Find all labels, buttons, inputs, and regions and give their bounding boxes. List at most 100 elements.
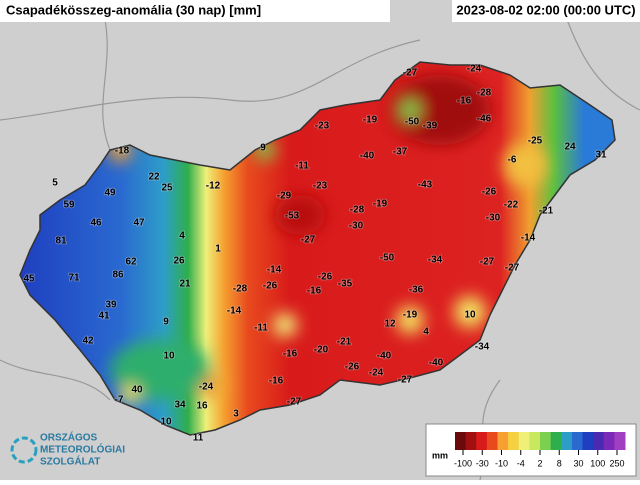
legend: mm -100 -30 -10 -4 2 8 30 100 250 (425, 423, 637, 477)
station-value: -16 (283, 349, 298, 360)
legend-swatch (508, 432, 520, 450)
station-value: -14 (227, 306, 242, 317)
station-value: 45 (23, 274, 35, 285)
station-value: -39 (423, 121, 438, 132)
station-value: -19 (373, 199, 388, 210)
station-value: -20 (314, 345, 329, 356)
station-value: -24 (369, 368, 384, 379)
legend-swatch (540, 432, 552, 450)
logo-line: SZOLGÁLAT (40, 455, 100, 468)
legend-tick-label: -100 (454, 458, 472, 468)
station-value: 47 (133, 218, 145, 229)
legend-unit: mm (432, 450, 448, 460)
station-value: -40 (377, 351, 392, 362)
title: Csapadékösszeg-anomália (30 nap) [mm] (6, 2, 261, 17)
legend-tick-label: 250 (609, 458, 624, 468)
station-value: -26 (318, 272, 333, 283)
legend-tick-label: 30 (573, 458, 583, 468)
station-value: -12 (206, 181, 221, 192)
station-value: -24 (199, 382, 214, 393)
logo: ORSZÁGOS METEOROLÓGIAI SZOLGÁLAT (10, 431, 125, 468)
station-value: 10 (163, 351, 175, 362)
station-value: -22 (504, 200, 519, 211)
station-value: -7 (115, 395, 124, 406)
title-box (0, 0, 390, 22)
station-value: -16 (269, 376, 284, 387)
legend-swatch (455, 432, 467, 450)
station-value: -26 (345, 362, 360, 373)
legend-swatch (465, 432, 477, 450)
station-value: -23 (313, 181, 328, 192)
station-value: -27 (480, 257, 495, 268)
station-value: -16 (307, 286, 322, 297)
legend-swatch (561, 432, 573, 450)
station-value: 25 (161, 183, 173, 194)
station-value: 86 (112, 270, 124, 281)
station-value: -21 (539, 206, 554, 217)
station-value: -11 (295, 161, 309, 172)
legend-tick-label: -30 (476, 458, 489, 468)
station-value: 12 (384, 319, 396, 330)
station-value: 26 (173, 256, 185, 267)
station-value: 4 (423, 327, 429, 338)
logo-line: METEOROLÓGIAI (40, 443, 125, 456)
station-value: -19 (403, 310, 418, 321)
station-value: -18 (115, 146, 130, 157)
legend-swatch (614, 432, 626, 450)
station-value: 71 (68, 273, 80, 284)
logo-line: ORSZÁGOS (40, 431, 98, 444)
station-value: 39 (105, 300, 117, 311)
legend-swatch (486, 432, 498, 450)
station-value: 16 (196, 401, 208, 412)
station-value: 46 (90, 218, 102, 229)
station-value: -34 (475, 342, 490, 353)
station-value: 22 (148, 172, 160, 183)
station-value: 21 (179, 279, 191, 290)
station-value: -26 (482, 187, 497, 198)
station-value: 10 (160, 417, 172, 428)
station-value: -27 (505, 263, 520, 274)
legend-swatch (582, 432, 594, 450)
station-value: -19 (363, 115, 378, 126)
station-value: -30 (486, 213, 501, 224)
legend-swatch (497, 432, 509, 450)
station-value: -25 (528, 136, 543, 147)
station-labels: -27 -24-16-28-19 -50 -39-46-23-18 9 -37-40-25… (23, 63, 608, 445)
legend-tick-label: -10 (495, 458, 508, 468)
station-value: 10 (464, 310, 476, 321)
station-value: -24 (467, 64, 482, 75)
station-value: 1 (215, 244, 221, 255)
station-value: 40 (131, 385, 143, 396)
station-value: -50 (380, 253, 395, 264)
station-value: -46 (477, 114, 492, 125)
station-value: -28 (233, 284, 248, 295)
station-value: 59 (63, 200, 75, 211)
legend-tick-label: -4 (517, 458, 525, 468)
station-value: -14 (267, 265, 282, 276)
station-value: -34 (428, 255, 443, 266)
station-value: -30 (349, 221, 364, 232)
station-value: -50 (405, 117, 420, 128)
station-value: 81 (55, 236, 67, 247)
station-value: -35 (338, 279, 353, 290)
timestamp-box (452, 0, 640, 22)
station-value: -27 (403, 68, 418, 79)
station-value: 11 (193, 433, 204, 444)
station-value: 34 (174, 400, 186, 411)
station-value: -27 (301, 235, 316, 246)
legend-tick-label: 2 (537, 458, 542, 468)
station-value: -36 (409, 285, 424, 296)
station-value: 31 (595, 150, 607, 161)
station-value: 9 (260, 143, 266, 154)
station-value: 3 (233, 409, 239, 420)
legend-tick-label: 100 (590, 458, 605, 468)
station-value: -27 (398, 375, 413, 386)
station-value: -27 (287, 397, 302, 408)
station-value: -26 (263, 281, 278, 292)
legend-swatch (529, 432, 541, 450)
station-value: 9 (163, 317, 169, 328)
station-value: -37 (393, 147, 408, 158)
legend-swatch (476, 432, 488, 450)
